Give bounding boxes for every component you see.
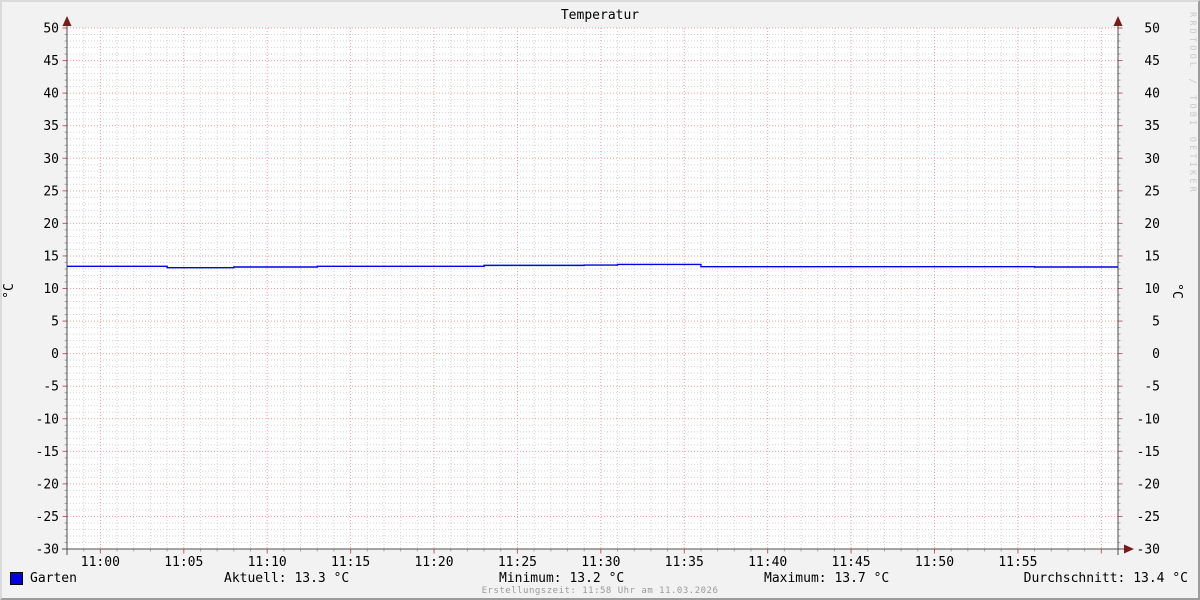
y-tick-label-right: 45 xyxy=(1144,54,1160,69)
y-tick-label-right: 15 xyxy=(1144,249,1160,264)
y-tick-label-left: -25 xyxy=(36,510,59,525)
y-tick-label-right: 0 xyxy=(1152,347,1160,362)
y-tick-label-left: -5 xyxy=(43,380,59,395)
y-tick-label-right: 40 xyxy=(1144,87,1160,102)
y-axis-unit-left: °C xyxy=(2,283,17,299)
x-tick-label: 11:05 xyxy=(164,555,203,570)
creation-timestamp: Erstellungszeit: 11:58 Uhr am 11.03.2026 xyxy=(481,586,719,596)
x-tick-label: 11:00 xyxy=(81,555,120,570)
axis-arrows xyxy=(62,16,1134,554)
y-tick-label-left: -10 xyxy=(36,412,59,427)
y-tick-label-left: 20 xyxy=(43,217,59,232)
axis-arrow xyxy=(62,16,72,26)
legend-series-garten: Garten xyxy=(10,571,77,586)
y-tick-label-right: 5 xyxy=(1152,315,1160,330)
x-tick-label: 11:55 xyxy=(998,555,1037,570)
y-tick-label-left: 0 xyxy=(51,347,59,362)
y-tick-label-left: -15 xyxy=(36,445,59,460)
x-tick-label: 11:40 xyxy=(748,555,787,570)
y-tick-label-left: 30 xyxy=(43,152,59,167)
series-label: Garten xyxy=(30,571,77,586)
stat-maximum: Maximum: 13.7 °C xyxy=(764,571,890,586)
y-tick-label-right: -5 xyxy=(1144,380,1160,395)
y-tick-label-right: 20 xyxy=(1144,217,1160,232)
y-tick-label-right: -10 xyxy=(1137,412,1160,427)
y-tick-label-right: -25 xyxy=(1137,510,1160,525)
y-tick-label-left: -30 xyxy=(36,543,59,558)
y-tick-label-left: 10 xyxy=(43,282,59,297)
y-tick-label-left: 5 xyxy=(51,315,59,330)
chart-title: Temperatur xyxy=(560,8,640,23)
y-tick-label-left: 40 xyxy=(43,87,59,102)
y-tick-label-right: 50 xyxy=(1144,22,1160,37)
axis-arrow xyxy=(1113,16,1123,26)
x-tick-label: 11:35 xyxy=(665,555,704,570)
y-tick-label-left: 15 xyxy=(43,249,59,264)
x-tick-label: 11:25 xyxy=(498,555,537,570)
y-tick-label-right: 10 xyxy=(1144,282,1160,297)
y-tick-label-right: -15 xyxy=(1137,445,1160,460)
stat-current: Aktuell: 13.3 °C xyxy=(224,571,350,586)
minor-grid xyxy=(66,28,1119,549)
x-tick-label: 11:20 xyxy=(414,555,453,570)
series-color-swatch xyxy=(10,572,23,585)
y-tick-label-left: 45 xyxy=(43,54,59,69)
y-tick-label-right: -30 xyxy=(1137,543,1160,558)
y-tick-label-left: -20 xyxy=(36,477,59,492)
series-line-garten xyxy=(67,263,1118,269)
watermark-text: RRDTOOL / TOBI OETIKER xyxy=(1187,12,1197,195)
axis-arrow xyxy=(1124,544,1134,554)
y-tick-label-right: 30 xyxy=(1144,152,1160,167)
y-tick-label-left: 25 xyxy=(43,184,59,199)
axis-labels: -30 -30 -25 -25 -20 -20 -15 -15 -10 -10 -5 -5 0 0 5 5 10… xyxy=(2,12,1197,570)
y-tick-label-right: -20 xyxy=(1137,477,1160,492)
x-tick-label: 11:30 xyxy=(581,555,620,570)
y-tick-label-right: 35 xyxy=(1144,119,1160,134)
stat-minimum: Minimum: 13.2 °C xyxy=(499,571,625,586)
x-tick-label: 11:15 xyxy=(331,555,370,570)
x-tick-label: 11:10 xyxy=(248,555,287,570)
axes xyxy=(62,25,1126,555)
y-tick-label-left: 50 xyxy=(43,22,59,37)
x-tick-label: 11:45 xyxy=(832,555,871,570)
x-tick-label: 11:50 xyxy=(915,555,954,570)
y-tick-label-right: 25 xyxy=(1144,184,1160,199)
stat-average: Durchschnitt: 13.4 °C xyxy=(1023,571,1188,586)
y-axis-unit-right: °C xyxy=(1169,283,1184,299)
y-tick-label-left: 35 xyxy=(43,119,59,134)
